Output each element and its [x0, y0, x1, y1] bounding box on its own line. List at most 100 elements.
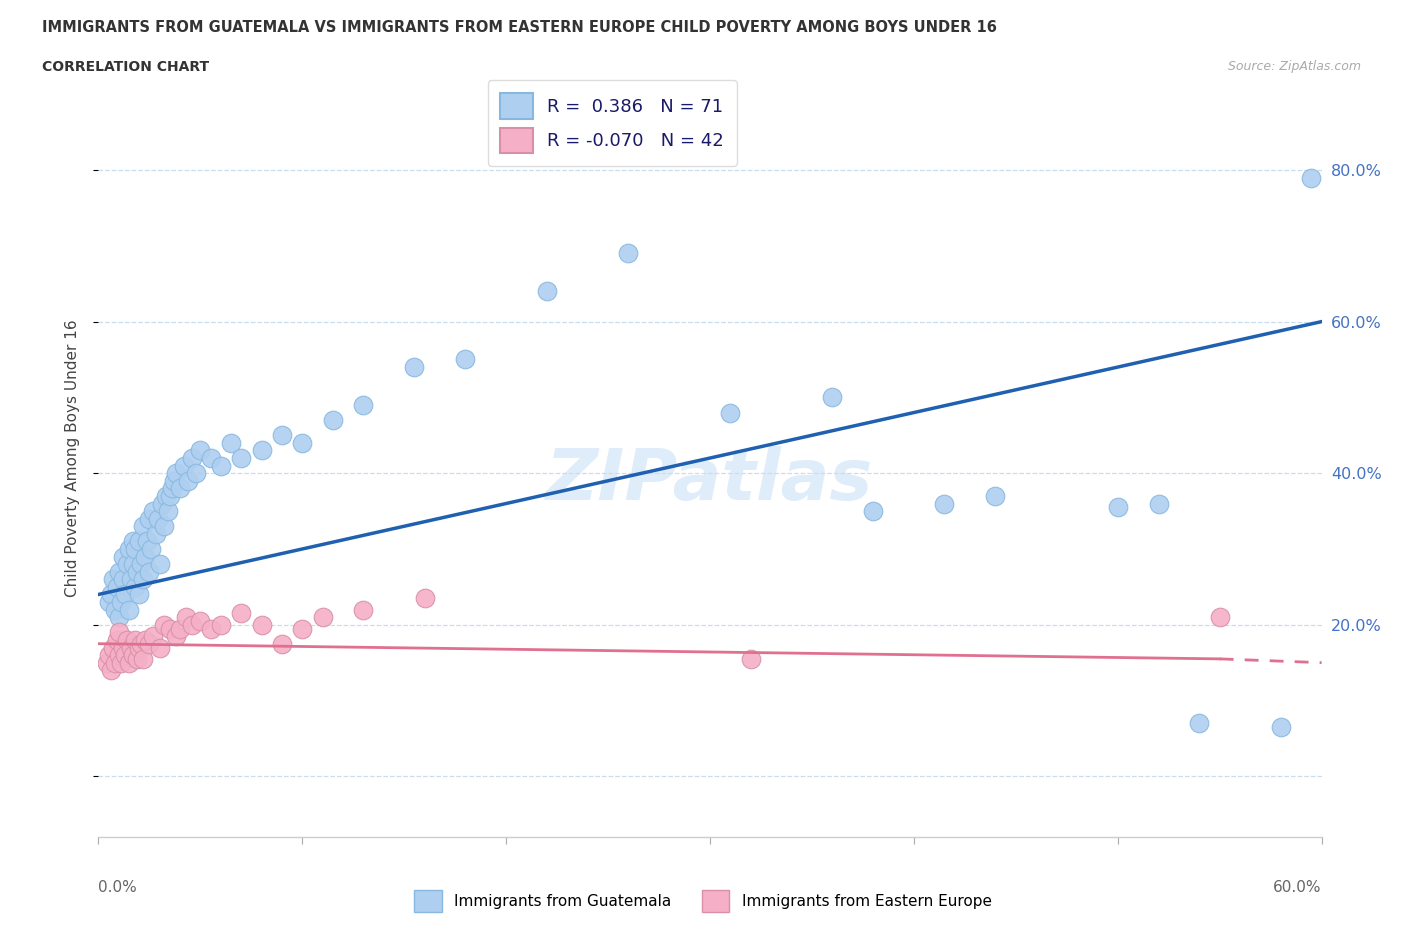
Point — [120, 640, 142, 655]
Point — [1209, 610, 1232, 625]
Point — [118, 541, 141, 556]
Point — [114, 647, 136, 662]
Point — [97, 594, 120, 609]
Text: 0.0%: 0.0% — [98, 880, 138, 895]
Point — [173, 458, 195, 473]
Point — [152, 618, 174, 632]
Point — [156, 504, 179, 519]
Point — [536, 284, 558, 299]
Point — [118, 603, 141, 618]
Point — [169, 621, 191, 636]
Point — [617, 246, 640, 260]
Point — [111, 640, 134, 655]
Point — [1301, 170, 1323, 185]
Point — [108, 647, 131, 662]
Point — [270, 428, 294, 443]
Point — [132, 651, 155, 666]
Point — [177, 473, 200, 488]
Point — [118, 656, 141, 671]
Legend: R =  0.386   N = 71, R = -0.070   N = 42: R = 0.386 N = 71, R = -0.070 N = 42 — [488, 81, 737, 166]
Point — [231, 606, 253, 621]
Point — [110, 656, 132, 671]
Point — [129, 557, 152, 572]
Point — [104, 656, 127, 671]
Point — [250, 618, 273, 632]
Point — [100, 663, 122, 678]
Point — [1270, 720, 1292, 735]
Text: Source: ZipAtlas.com: Source: ZipAtlas.com — [1227, 60, 1361, 73]
Point — [96, 656, 118, 671]
Text: 60.0%: 60.0% — [1274, 880, 1322, 895]
Point — [136, 534, 159, 549]
Point — [105, 579, 128, 594]
Point — [174, 610, 197, 625]
Point — [165, 629, 187, 644]
Text: IMMIGRANTS FROM GUATEMALA VS IMMIGRANTS FROM EASTERN EUROPE CHILD POVERTY AMONG : IMMIGRANTS FROM GUATEMALA VS IMMIGRANTS … — [42, 20, 997, 35]
Point — [740, 651, 762, 666]
Point — [291, 435, 314, 450]
Point — [149, 557, 172, 572]
Point — [145, 526, 167, 541]
Point — [200, 451, 222, 466]
Point — [352, 397, 374, 412]
Text: CORRELATION CHART: CORRELATION CHART — [42, 60, 209, 74]
Point — [134, 549, 156, 564]
Point — [404, 360, 426, 375]
Point — [163, 473, 186, 488]
Point — [188, 443, 212, 458]
Point — [181, 618, 204, 632]
Point — [720, 405, 742, 420]
Point — [1147, 496, 1170, 511]
Point — [129, 636, 152, 651]
Point — [124, 579, 146, 594]
Point — [159, 621, 181, 636]
Point — [165, 466, 187, 481]
Point — [146, 512, 169, 526]
Point — [150, 496, 173, 511]
Point — [122, 647, 145, 662]
Point — [209, 458, 232, 473]
Point — [142, 629, 165, 644]
Point — [101, 572, 124, 587]
Point — [138, 565, 160, 579]
Point — [115, 632, 138, 647]
Point — [169, 481, 191, 496]
Point — [1107, 499, 1129, 514]
Point — [132, 572, 155, 587]
Point — [105, 632, 128, 647]
Point — [821, 390, 844, 405]
Point — [138, 512, 160, 526]
Point — [322, 413, 344, 428]
Point — [138, 636, 160, 651]
Point — [1188, 716, 1211, 731]
Point — [142, 504, 165, 519]
Point — [111, 572, 134, 587]
Point — [231, 451, 253, 466]
Point — [352, 603, 374, 618]
Point — [111, 549, 134, 564]
Point — [128, 534, 150, 549]
Point — [122, 557, 145, 572]
Point — [134, 632, 156, 647]
Text: ZIPatlas: ZIPatlas — [547, 446, 873, 515]
Point — [141, 541, 163, 556]
Point — [124, 541, 146, 556]
Point — [159, 488, 181, 503]
Point — [120, 572, 142, 587]
Point — [984, 488, 1007, 503]
Point — [132, 519, 155, 534]
Point — [188, 614, 212, 629]
Point — [149, 640, 172, 655]
Point — [108, 610, 131, 625]
Point — [152, 519, 174, 534]
Point — [200, 621, 222, 636]
Point — [312, 610, 335, 625]
Point — [108, 565, 131, 579]
Point — [454, 352, 477, 367]
Point — [124, 632, 146, 647]
Legend: Immigrants from Guatemala, Immigrants from Eastern Europe: Immigrants from Guatemala, Immigrants fr… — [408, 884, 998, 918]
Point — [160, 481, 183, 496]
Point — [110, 594, 132, 609]
Point — [100, 587, 122, 602]
Point — [270, 636, 294, 651]
